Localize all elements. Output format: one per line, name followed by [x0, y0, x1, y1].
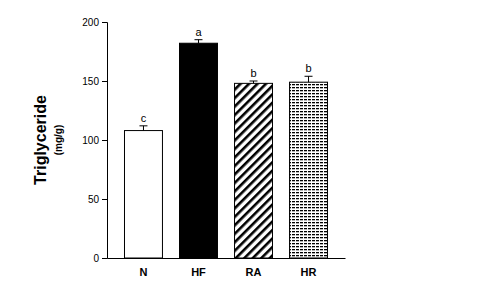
- y-axis-line: [102, 23, 108, 259]
- y-tick-mark: [102, 22, 107, 23]
- error-bars: [139, 40, 312, 131]
- y-tick-mark: [102, 140, 107, 141]
- annotation: b: [250, 67, 256, 79]
- y-tick-label: 150: [82, 76, 99, 87]
- y-tick-label: 100: [82, 135, 99, 146]
- y-tick: 50: [88, 194, 107, 205]
- x-tick: RA: [246, 258, 262, 278]
- error-bar: [305, 76, 313, 82]
- bar: [124, 131, 162, 258]
- y-tick: 0: [93, 253, 107, 264]
- x-axis-line: [108, 258, 346, 259]
- x-tick-label: N: [139, 266, 147, 278]
- x-tick-label: HF: [191, 266, 206, 278]
- x-tick-label: HR: [301, 266, 317, 278]
- bar: [290, 82, 328, 258]
- y-axis: 0 50 100 150 200: [82, 17, 107, 264]
- annotation: b: [305, 62, 311, 74]
- y-tick: 100: [82, 135, 107, 146]
- error-bar: [194, 40, 202, 44]
- y-axis-title: Triglyceride: [32, 95, 49, 185]
- chart: c a b b 0 50 100 150 200 N HF RA HR Triglyceride (mg/g…: [0, 0, 477, 294]
- annotation: c: [141, 112, 147, 124]
- y-axis-unit: (mg/g): [53, 125, 64, 156]
- error-bar: [250, 81, 258, 83]
- y-tick-mark: [102, 81, 107, 82]
- bars: [124, 40, 327, 258]
- y-tick: 200: [82, 17, 107, 28]
- x-tick: N: [139, 258, 147, 278]
- y-tick-mark: [102, 258, 107, 259]
- y-tick-label: 0: [93, 253, 99, 264]
- x-tick-label: RA: [246, 266, 262, 278]
- x-tick: HF: [191, 258, 206, 278]
- annotations: c a b b: [141, 26, 312, 124]
- y-tick: 150: [82, 76, 107, 87]
- x-axis: N HF RA HR: [108, 258, 346, 278]
- x-tick: HR: [301, 258, 317, 278]
- annotation: a: [195, 26, 202, 38]
- y-tick-label: 50: [88, 194, 100, 205]
- bar: [180, 43, 218, 258]
- error-bar: [139, 126, 147, 131]
- y-tick-label: 200: [82, 17, 99, 28]
- y-tick-mark: [102, 199, 107, 200]
- bar: [235, 83, 273, 258]
